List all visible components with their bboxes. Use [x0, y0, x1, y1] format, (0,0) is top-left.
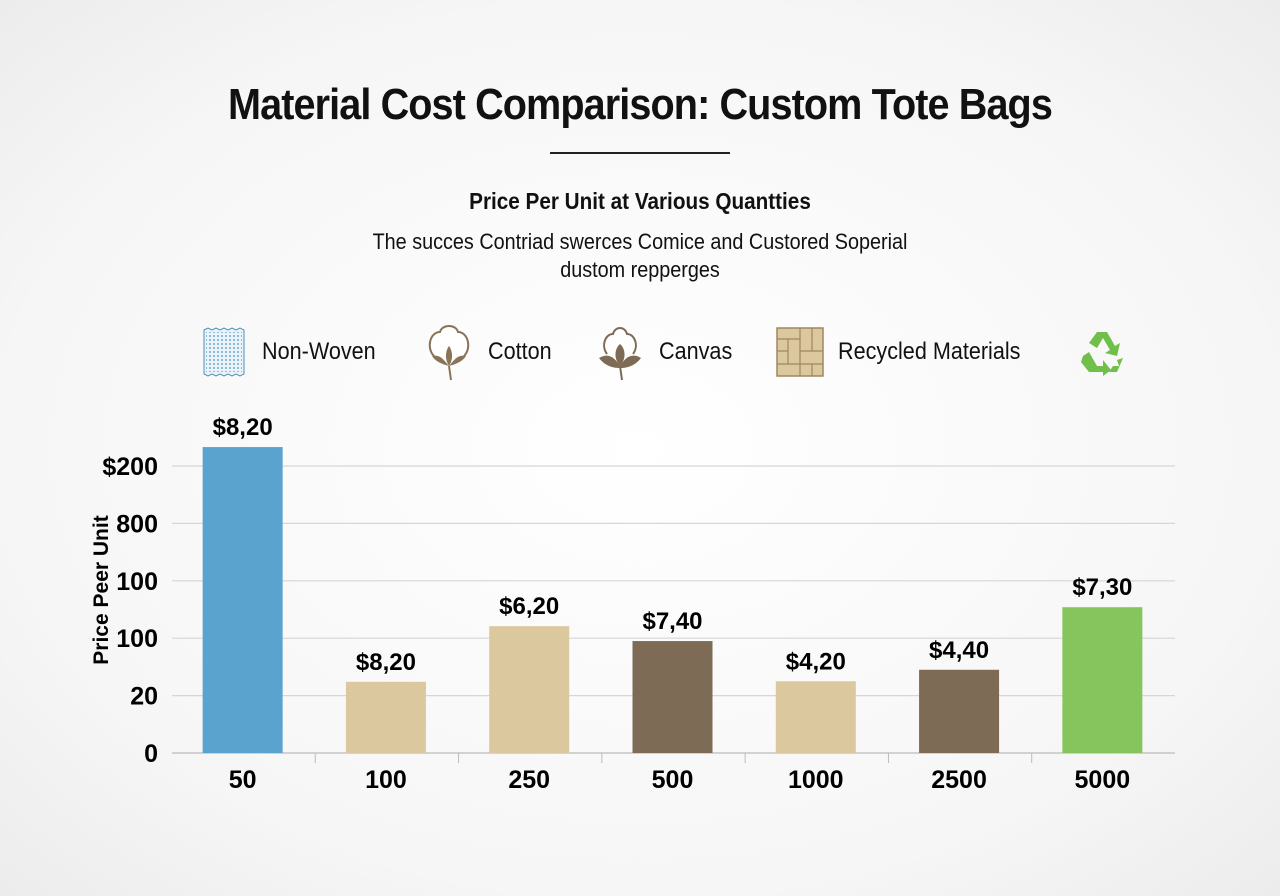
legend: Non-Woven Cotton Canvas Recycled Materia… — [200, 322, 1165, 382]
title-divider — [550, 152, 730, 154]
non-woven-fabric-icon — [203, 327, 245, 377]
x-tick-label: 250 — [508, 766, 550, 794]
cotton-flower-dark-icon — [599, 327, 641, 381]
bar — [919, 669, 1000, 753]
legend-label: Non-Woven — [262, 338, 376, 365]
y-tick-label: $200 — [102, 453, 158, 481]
cotton-flower-icon — [429, 325, 470, 381]
bar — [775, 681, 856, 753]
woven-pattern-icon — [776, 327, 825, 377]
data-label: $7,40 — [642, 608, 702, 635]
legend-label: Canvas — [659, 338, 733, 365]
y-tick-label: 100 — [116, 625, 158, 653]
legend-item-canvas: Canvas — [595, 322, 740, 382]
data-label: $4,20 — [786, 648, 846, 675]
bar — [632, 641, 713, 753]
data-label: $8,20 — [213, 414, 273, 441]
data-label: $7,30 — [1072, 574, 1132, 601]
y-tick-label: 0 — [144, 740, 158, 768]
data-label: $6,20 — [499, 593, 559, 620]
legend-item-cotton: Cotton — [424, 322, 559, 382]
legend-label: Cotton — [488, 338, 552, 365]
bar — [345, 681, 426, 753]
x-tick-label: 5000 — [1075, 766, 1131, 794]
bar — [202, 447, 283, 753]
y-axis-label: Price Peer Unit — [90, 515, 113, 664]
recycle-icon — [1081, 332, 1124, 376]
x-tick-label: 500 — [652, 766, 694, 794]
chart-subtitle: Price Per Unit at Various Quantties — [469, 188, 811, 214]
data-label: $4,40 — [929, 637, 989, 664]
bar — [489, 626, 570, 753]
x-tick-label: 2500 — [931, 766, 987, 794]
y-tick-label: 100 — [116, 568, 158, 596]
bar — [1062, 607, 1143, 753]
x-tick-label: 1000 — [788, 766, 844, 794]
y-tick-label: 20 — [130, 683, 158, 711]
legend-item-non-woven: Non-Woven — [200, 326, 388, 378]
legend-item-recycle — [1077, 326, 1129, 378]
y-tick-label: 800 — [116, 510, 158, 538]
x-tick-label: 100 — [365, 766, 407, 794]
x-tick-label: 50 — [229, 766, 257, 794]
page-title: Material Cost Comparison: Custom Tote Ba… — [228, 80, 1053, 129]
chart-description: The succes Contriad swerces Comice and C… — [372, 229, 908, 282]
data-label: $8,20 — [356, 649, 416, 676]
legend-label: Recycled Materials — [838, 338, 1021, 365]
legend-item-recycled: Recycled Materials — [776, 327, 1041, 377]
